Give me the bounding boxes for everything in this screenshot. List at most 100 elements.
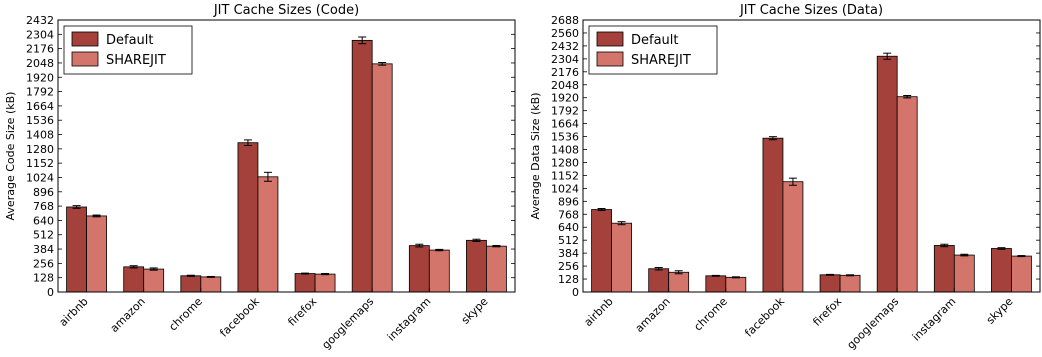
error-bar-default-airbnb xyxy=(597,208,606,212)
bar-default-chrome xyxy=(180,275,202,293)
y-tick-label: 1664 xyxy=(551,118,579,131)
y-tick-label: 1408 xyxy=(551,144,579,157)
y-tick-label: 1280 xyxy=(26,143,54,156)
y-tick-label: 2432 xyxy=(26,14,54,27)
y-tick-label: 896 xyxy=(33,186,54,199)
error-bar-sharejit-googlemaps xyxy=(903,94,912,99)
y-axis-label: Average Data Size (kB) xyxy=(529,92,542,219)
legend: Default SHAREJIT xyxy=(588,25,718,75)
error-bar-sharejit-firefox xyxy=(321,273,330,276)
legend-label-sharejit: SHAREJIT xyxy=(106,53,166,68)
error-bar-sharejit-airbnb xyxy=(617,221,626,226)
bar-default-chrome xyxy=(705,275,727,293)
bar-default-skype xyxy=(991,248,1012,293)
error-bar-sharejit-instagram xyxy=(435,248,444,252)
bar-default-amazon xyxy=(123,266,145,293)
chart-title: JIT Cache Sizes (Code) xyxy=(213,3,359,18)
bar-default-googlemaps xyxy=(351,39,373,293)
y-tick-label: 1920 xyxy=(551,92,579,105)
error-bar-default-instagram xyxy=(415,243,424,248)
y-tick-label: 1792 xyxy=(551,105,579,118)
y-tick-label: 512 xyxy=(33,229,54,242)
error-bar-default-firefox xyxy=(301,272,310,275)
legend-label-default: Default xyxy=(106,33,154,48)
x-tick-label: chrome xyxy=(166,295,205,334)
bar-default-firefox xyxy=(819,274,841,293)
error-bar-sharejit-amazon xyxy=(149,267,158,271)
bar-sharejit-skype xyxy=(486,245,507,293)
x-tick-label: googlemaps xyxy=(319,295,376,352)
y-tick-label: 1792 xyxy=(26,86,54,99)
y-tick-label: 768 xyxy=(558,208,579,221)
bar-sharejit-googlemaps xyxy=(371,63,393,293)
legend: Default SHAREJIT xyxy=(63,25,193,75)
error-bar-sharejit-skype xyxy=(492,244,501,248)
bar-default-airbnb xyxy=(591,209,612,293)
bar-sharejit-skype xyxy=(1011,255,1032,293)
error-bar-default-facebook xyxy=(243,139,252,146)
x-tick-label: instagram xyxy=(910,295,959,344)
y-tick-label: 1152 xyxy=(26,157,54,170)
y-tick-label: 1536 xyxy=(551,131,579,144)
y-tick-label: 384 xyxy=(558,247,579,260)
x-tick-label: amazon xyxy=(633,295,673,335)
plot-frame xyxy=(57,19,516,293)
y-tick-label: 768 xyxy=(33,200,54,213)
y-tick-label: 0 xyxy=(572,286,579,299)
error-bar-default-firefox xyxy=(826,273,835,276)
bar-default-firefox xyxy=(294,273,316,293)
y-tick-label: 2560 xyxy=(551,27,579,40)
error-bar-sharejit-facebook xyxy=(788,177,797,186)
y-tick-label: 128 xyxy=(33,272,54,285)
x-tick-label: airbnb xyxy=(57,295,91,329)
error-bar-default-chrome xyxy=(186,274,195,277)
x-tick-label: firefox xyxy=(285,295,319,329)
y-tick-label: 1664 xyxy=(26,100,54,113)
error-bar-sharejit-skype xyxy=(1017,255,1026,258)
error-bar-default-amazon xyxy=(129,265,138,269)
bar-default-amazon xyxy=(648,268,670,293)
y-tick-label: 2688 xyxy=(551,14,579,27)
legend-swatch-sharejit xyxy=(71,51,99,67)
y-tick-label: 896 xyxy=(558,195,579,208)
y-tick-label: 2432 xyxy=(551,40,579,53)
y-tick-label: 384 xyxy=(33,243,54,256)
bar-sharejit-firefox xyxy=(839,274,861,293)
y-tick-label: 1536 xyxy=(26,114,54,127)
bar-default-instagram xyxy=(408,245,430,293)
error-bar-default-airbnb xyxy=(72,205,81,209)
error-bar-sharejit-facebook xyxy=(263,171,272,182)
legend-label-default: Default xyxy=(631,33,679,48)
error-bar-sharejit-googlemaps xyxy=(378,62,387,66)
y-tick-label: 256 xyxy=(33,257,54,270)
error-bar-sharejit-instagram xyxy=(960,253,969,257)
x-tick-label: facebook xyxy=(742,294,787,339)
legend-swatch-sharejit xyxy=(596,51,624,67)
y-tick-label: 1152 xyxy=(551,169,579,182)
bar-default-facebook xyxy=(762,137,784,293)
error-bar-sharejit-chrome xyxy=(206,275,215,278)
error-bar-sharejit-amazon xyxy=(674,270,683,275)
y-tick-label: 0 xyxy=(47,286,54,299)
y-tick-label: 512 xyxy=(558,234,579,247)
bar-sharejit-amazon xyxy=(668,271,690,293)
chart-panel-1: JIT Cache Sizes (Code) Average Code Size … xyxy=(4,3,516,352)
x-tick-label: chrome xyxy=(691,295,730,334)
bar-sharejit-airbnb xyxy=(86,215,107,293)
y-tick-label: 2304 xyxy=(26,28,54,41)
error-bar-sharejit-airbnb xyxy=(92,214,101,218)
plot-frame xyxy=(582,19,1041,293)
legend-swatch-default xyxy=(71,31,99,47)
bar-sharejit-airbnb xyxy=(611,222,632,293)
y-tick-label: 1024 xyxy=(26,171,54,184)
y-tick-label: 640 xyxy=(33,214,54,227)
bar-sharejit-instagram xyxy=(428,249,450,293)
y-tick-label: 1280 xyxy=(551,156,579,169)
bar-default-skype xyxy=(466,239,487,293)
y-tick-label: 1408 xyxy=(26,129,54,142)
bar-default-instagram xyxy=(933,245,955,293)
error-bar-sharejit-firefox xyxy=(846,274,855,277)
y-tick-label: 2048 xyxy=(26,57,54,70)
bar-sharejit-amazon xyxy=(143,268,165,293)
